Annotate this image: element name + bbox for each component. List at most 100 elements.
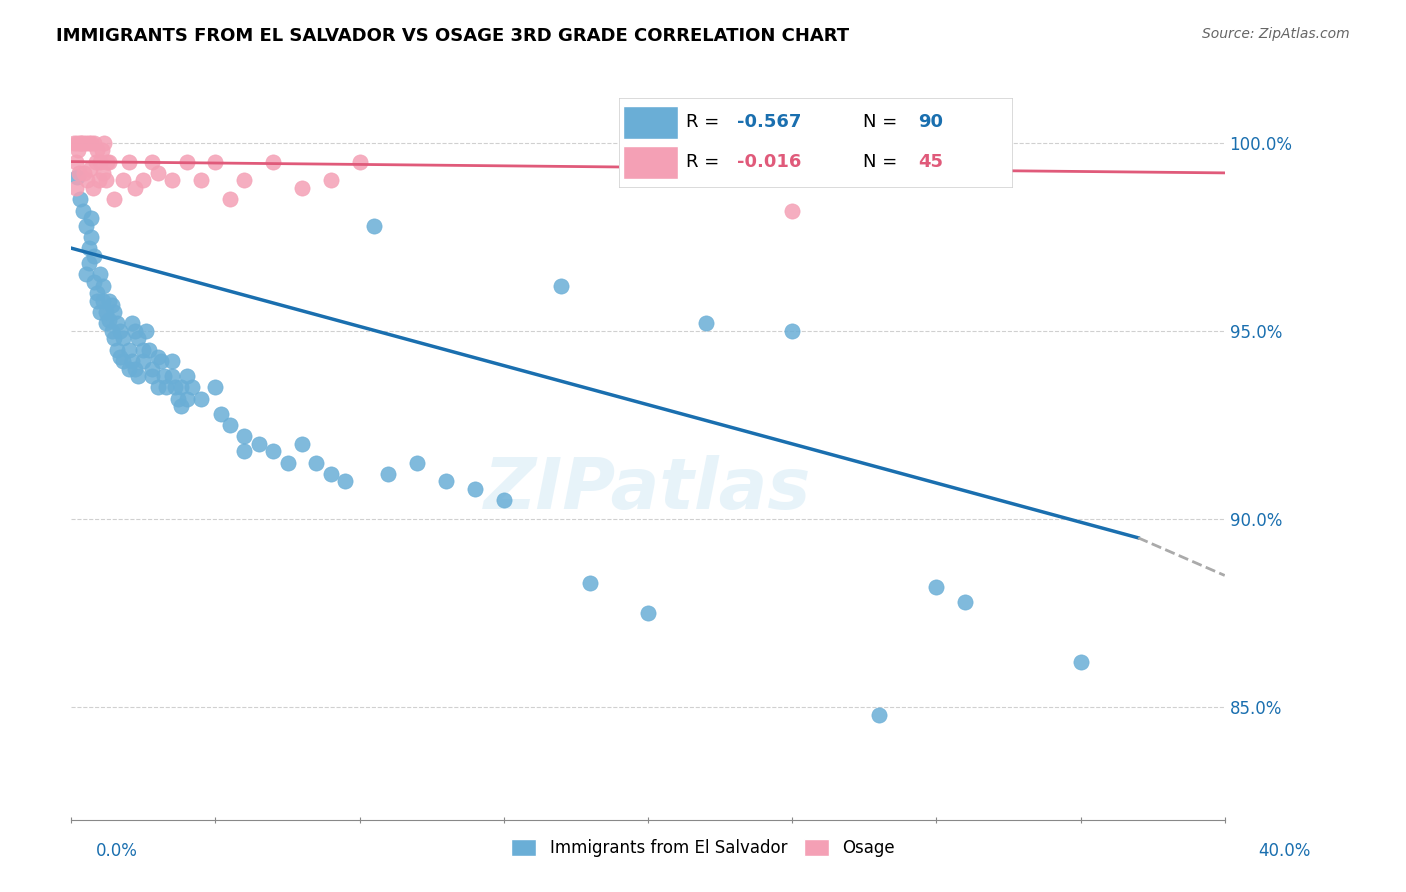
Point xyxy=(124,181,146,195)
Point xyxy=(66,136,89,150)
Point xyxy=(160,173,183,187)
Point xyxy=(363,219,385,233)
Point xyxy=(160,354,183,368)
Point xyxy=(118,154,141,169)
Point xyxy=(141,154,163,169)
Point xyxy=(97,293,120,308)
Point xyxy=(84,154,107,169)
Point xyxy=(146,380,169,394)
Point xyxy=(69,192,91,206)
Text: N =: N = xyxy=(863,153,903,171)
Point xyxy=(190,392,212,406)
Point xyxy=(319,173,342,187)
Point xyxy=(170,380,193,394)
Point xyxy=(86,144,108,158)
Point xyxy=(80,136,103,150)
Point xyxy=(695,317,717,331)
Text: 0.0%: 0.0% xyxy=(96,842,138,860)
Point xyxy=(132,343,155,357)
Point xyxy=(146,350,169,364)
Point xyxy=(319,467,342,481)
Point xyxy=(160,369,183,384)
Point xyxy=(204,380,226,394)
Text: R =: R = xyxy=(686,153,724,171)
Point xyxy=(305,456,328,470)
Point xyxy=(86,286,108,301)
Point xyxy=(103,331,125,345)
Point xyxy=(138,343,160,357)
Point xyxy=(112,173,135,187)
Point xyxy=(377,467,399,481)
Point xyxy=(94,173,117,187)
Point xyxy=(72,203,94,218)
Point xyxy=(105,343,128,357)
Point xyxy=(218,417,240,432)
Point xyxy=(83,136,105,150)
Point xyxy=(75,219,97,233)
Point xyxy=(75,268,97,282)
Point xyxy=(105,317,128,331)
Point xyxy=(233,173,256,187)
Point xyxy=(335,475,357,489)
Point xyxy=(86,293,108,308)
Text: 45: 45 xyxy=(918,153,943,171)
Point xyxy=(79,162,101,177)
Point xyxy=(75,136,97,150)
Point xyxy=(464,482,486,496)
Text: R =: R = xyxy=(686,113,724,131)
Point xyxy=(127,369,149,384)
Point xyxy=(91,293,114,308)
Point xyxy=(82,181,104,195)
Point xyxy=(80,230,103,244)
Point xyxy=(87,173,110,187)
Point xyxy=(132,354,155,368)
Point xyxy=(868,707,890,722)
Point xyxy=(73,166,96,180)
Point xyxy=(97,154,120,169)
Point xyxy=(83,275,105,289)
Point xyxy=(167,392,190,406)
Point xyxy=(69,136,91,150)
Point xyxy=(1070,655,1092,669)
Point xyxy=(100,324,122,338)
Point xyxy=(96,154,118,169)
Point xyxy=(110,350,132,364)
Point xyxy=(72,136,94,150)
Point xyxy=(112,331,135,345)
Point xyxy=(155,380,177,394)
Point xyxy=(66,169,89,184)
Point xyxy=(83,249,105,263)
Point xyxy=(262,444,284,458)
Point xyxy=(80,211,103,225)
Point xyxy=(146,166,169,180)
Point xyxy=(112,354,135,368)
Point xyxy=(89,154,111,169)
Point xyxy=(77,136,100,150)
Point xyxy=(100,297,122,311)
Point xyxy=(132,173,155,187)
Text: Source: ZipAtlas.com: Source: ZipAtlas.com xyxy=(1202,27,1350,41)
Point xyxy=(97,312,120,326)
FancyBboxPatch shape xyxy=(623,106,678,139)
Point xyxy=(550,278,572,293)
Point xyxy=(90,144,112,158)
Point xyxy=(176,392,198,406)
Point xyxy=(176,154,198,169)
Point xyxy=(118,361,141,376)
Point xyxy=(149,354,172,368)
Point xyxy=(110,324,132,338)
Point xyxy=(63,136,86,150)
Point xyxy=(152,369,174,384)
Point xyxy=(637,606,659,620)
Point xyxy=(141,361,163,376)
Point xyxy=(406,456,429,470)
Point xyxy=(89,268,111,282)
Point xyxy=(176,369,198,384)
Point xyxy=(262,154,284,169)
Text: -0.567: -0.567 xyxy=(737,113,801,131)
Point xyxy=(124,324,146,338)
Point xyxy=(247,437,270,451)
Text: ZIPatlas: ZIPatlas xyxy=(484,456,811,524)
Point xyxy=(209,407,232,421)
Text: 90: 90 xyxy=(918,113,943,131)
